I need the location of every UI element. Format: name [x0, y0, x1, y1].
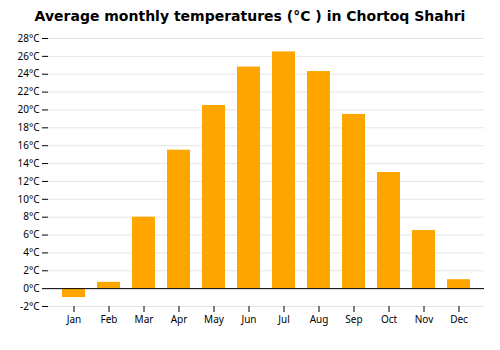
svg-text:Apr: Apr [171, 312, 188, 326]
svg-text:May: May [204, 312, 225, 326]
svg-text:Aug: Aug [310, 312, 329, 326]
svg-text:0°C: 0°C [23, 281, 40, 295]
svg-text:Dec: Dec [450, 312, 468, 326]
svg-text:Feb: Feb [101, 312, 118, 326]
svg-text:16°C: 16°C [17, 138, 40, 152]
svg-text:Nov: Nov [415, 312, 434, 326]
svg-text:12°C: 12°C [17, 174, 40, 188]
svg-text:Mar: Mar [135, 312, 154, 326]
html-text:Average monthly temperatures (: Average monthly temperatures (°C ) in Ch… [34, 8, 466, 24]
svg-text:-2°C: -2°C [20, 299, 40, 313]
svg-text:Sep: Sep [345, 312, 362, 326]
svg-text:22°C: 22°C [17, 84, 40, 98]
svg-text:8°C: 8°C [23, 209, 40, 223]
svg-text:Jun: Jun [240, 312, 256, 326]
svg-text:24°C: 24°C [17, 66, 40, 80]
svg-text:10°C: 10°C [17, 192, 40, 206]
svg-text:18°C: 18°C [17, 120, 40, 134]
svg-text:28°C: 28°C [17, 31, 40, 45]
svg-text:2°C: 2°C [23, 263, 40, 277]
svg-text:Jul: Jul [277, 312, 290, 326]
svg-text:Oct: Oct [381, 312, 398, 326]
svg-text:14°C: 14°C [17, 156, 40, 170]
svg-text:Jan: Jan [66, 312, 82, 326]
svg-text:6°C: 6°C [23, 227, 40, 241]
svg-text:4°C: 4°C [23, 245, 40, 259]
svg-text:26°C: 26°C [17, 49, 40, 63]
svg-text:20°C: 20°C [17, 102, 40, 116]
